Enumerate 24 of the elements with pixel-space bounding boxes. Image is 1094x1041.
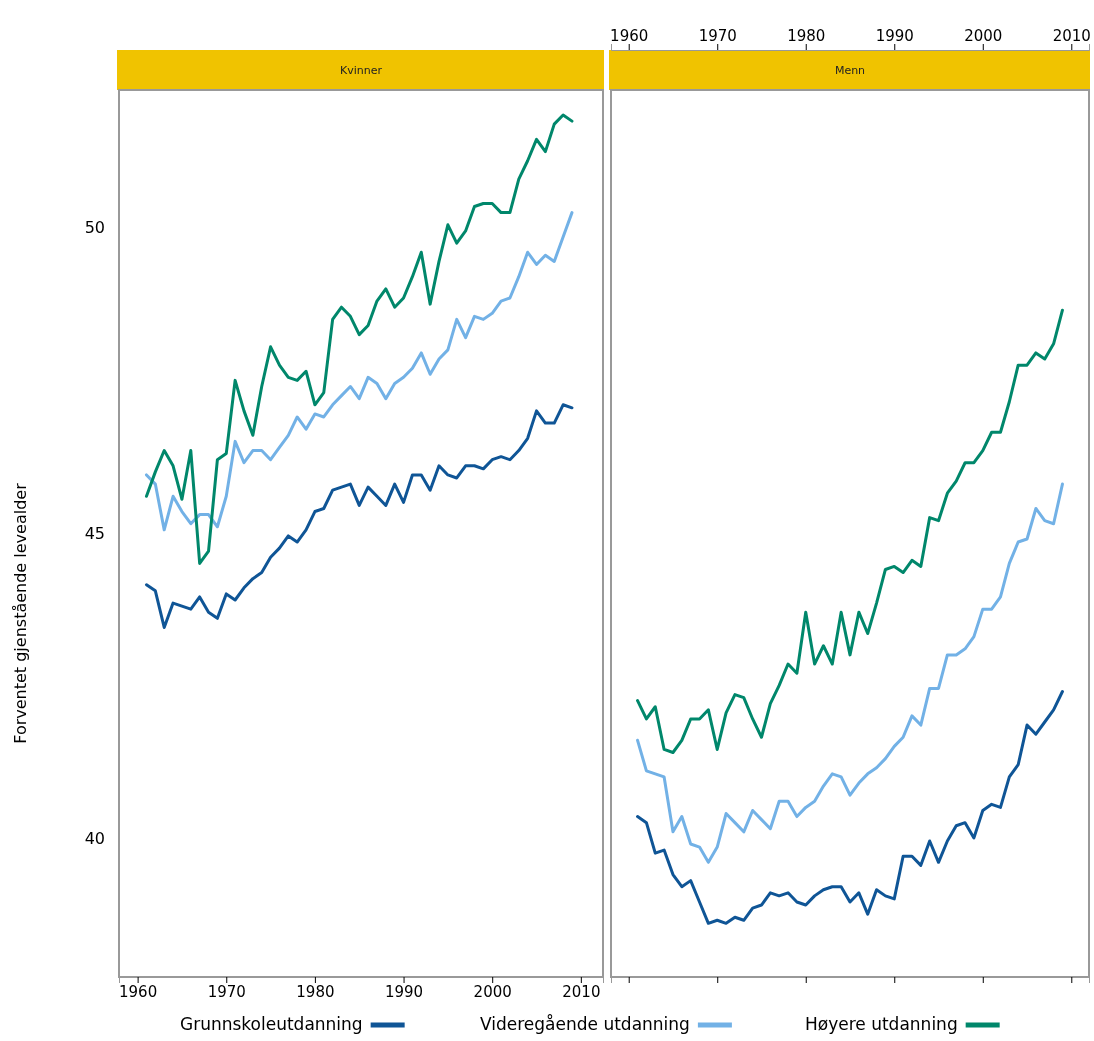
x-tick-label: 2000: [964, 27, 1003, 45]
x-tick-label: 1980: [787, 27, 826, 45]
x-tick-label: 1960: [610, 27, 649, 45]
x-tick-label: 2000: [473, 982, 512, 1001]
x-tick-label: 1980: [296, 982, 335, 1001]
line-series: [144, 113, 574, 565]
line-series: [144, 403, 574, 629]
y-tick-label: 45: [84, 523, 105, 543]
y-axis-title: Forventet gjenstående levealder: [11, 482, 30, 744]
x-tick-label: 2010: [1052, 27, 1091, 45]
x-tick-label: 1970: [207, 982, 246, 1001]
chart-title: Kvinner: [339, 64, 383, 77]
x-tick-label: 1990: [384, 982, 424, 1001]
legend-label: Grunnskoleutdanning: [180, 1014, 363, 1034]
x-tick-label: 2010: [562, 982, 601, 1001]
legend-label: Høyere utdanning: [805, 1014, 958, 1034]
x-tick-label: 1960: [119, 982, 158, 1001]
x-tick-label: 1990: [875, 27, 914, 45]
legend-label: Videregående utdanning: [480, 1014, 690, 1034]
chart-title: Menn: [834, 64, 866, 77]
y-tick-label: 40: [84, 828, 105, 848]
y-tick-label: 50: [84, 218, 105, 238]
line-series: [144, 211, 574, 532]
x-tick-label: 1970: [698, 27, 737, 45]
